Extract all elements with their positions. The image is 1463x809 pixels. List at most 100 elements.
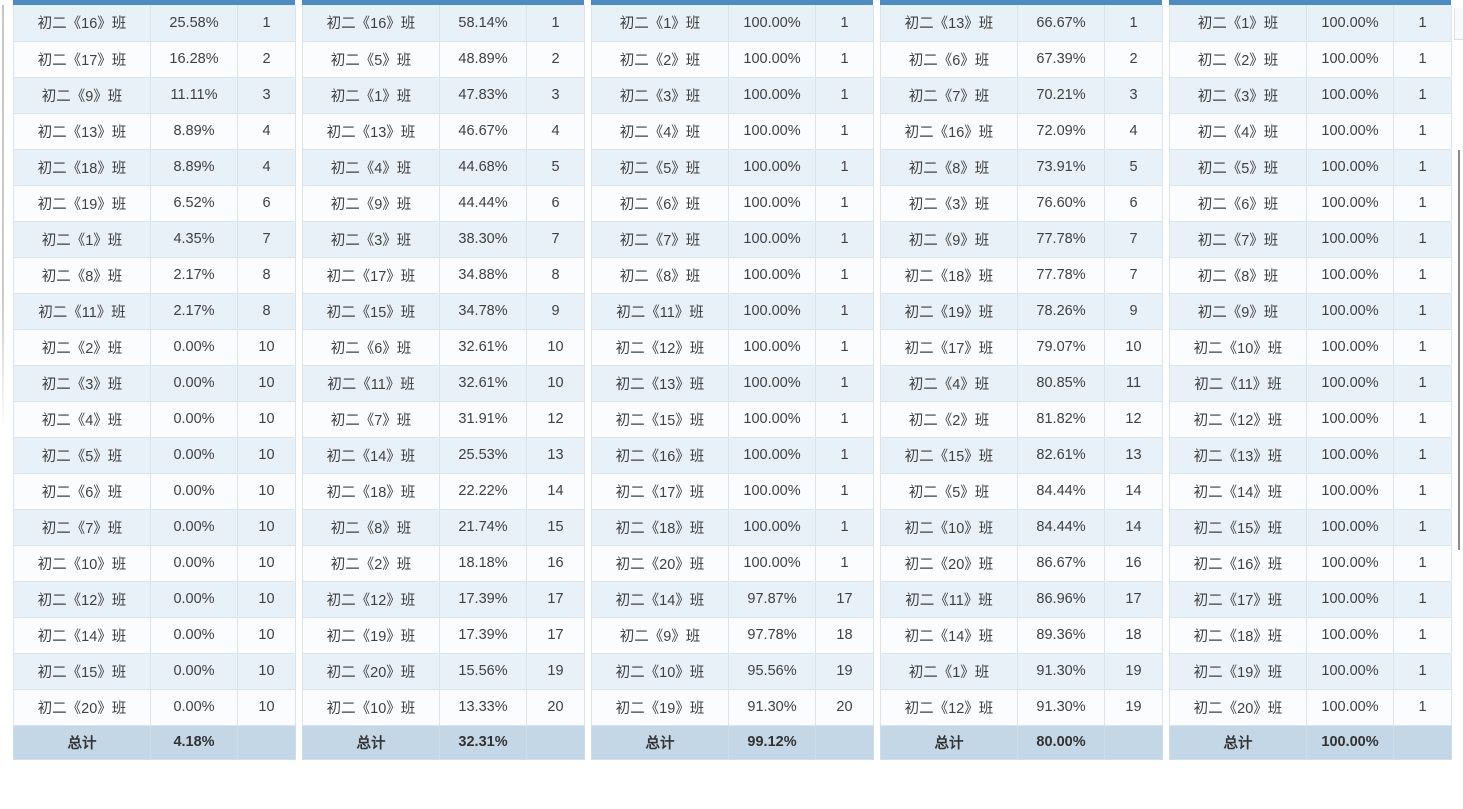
rank-cell: 12 xyxy=(1104,400,1163,438)
rank-cell: 1 xyxy=(1393,508,1452,546)
rank-cell: 1 xyxy=(1393,112,1452,150)
percent-cell: 100.00% xyxy=(728,40,816,78)
table-row: 初二《5》班 0.00% 10 xyxy=(13,436,296,474)
rank-cell: 18 xyxy=(815,616,874,654)
class-name-cell: 初二《15》班 xyxy=(1169,508,1307,546)
percent-cell: 25.53% xyxy=(439,436,527,474)
class-name-cell: 初二《10》班 xyxy=(880,508,1018,546)
table-row: 初二《4》班 100.00% 1 xyxy=(591,112,874,150)
rank-cell: 1 xyxy=(815,76,874,114)
percent-cell: 100.00% xyxy=(728,220,816,258)
table-row: 初二《15》班 82.61% 13 xyxy=(880,436,1163,474)
class-name-cell: 初二《15》班 xyxy=(880,436,1018,474)
percent-cell: 100.00% xyxy=(1306,544,1394,582)
class-name-cell: 初二《1》班 xyxy=(1169,5,1307,42)
table-row: 初二《11》班 2.17% 8 xyxy=(13,292,296,330)
percent-cell: 100.00% xyxy=(1306,508,1394,546)
rank-cell: 10 xyxy=(237,400,296,438)
right-clipped-panel-border xyxy=(1458,150,1460,550)
percent-cell: 22.22% xyxy=(439,472,527,510)
percent-cell: 16.28% xyxy=(150,40,238,78)
total-rank-cell-empty xyxy=(1393,724,1452,760)
table-row: 初二《9》班 97.78% 18 xyxy=(591,616,874,654)
class-name-cell: 初二《3》班 xyxy=(591,76,729,114)
rank-cell: 1 xyxy=(815,472,874,510)
table-row: 初二《18》班 100.00% 1 xyxy=(1169,616,1452,654)
table-row: 初二《9》班 11.11% 3 xyxy=(13,76,296,114)
percent-cell: 100.00% xyxy=(1306,364,1394,402)
rank-cell: 13 xyxy=(526,436,585,474)
class-name-cell: 初二《2》班 xyxy=(302,544,440,582)
percent-cell: 77.78% xyxy=(1017,220,1105,258)
rank-cell: 6 xyxy=(1104,184,1163,222)
total-percent-cell: 80.00% xyxy=(1017,724,1105,760)
class-name-cell: 初二《18》班 xyxy=(591,508,729,546)
class-name-cell: 初二《12》班 xyxy=(1169,400,1307,438)
percent-cell: 0.00% xyxy=(150,508,238,546)
table-row: 初二《4》班 44.68% 5 xyxy=(302,148,585,186)
class-name-cell: 初二《13》班 xyxy=(302,112,440,150)
rank-cell: 1 xyxy=(1104,5,1163,42)
class-name-cell: 初二《11》班 xyxy=(302,364,440,402)
percent-cell: 18.18% xyxy=(439,544,527,582)
percent-cell: 89.36% xyxy=(1017,616,1105,654)
table-row: 初二《19》班 100.00% 1 xyxy=(1169,652,1452,690)
class-rank-table: 初二《1》班 100.00% 1 初二《2》班 100.00% 1 初二《3》班 100.00… xyxy=(591,5,874,760)
rank-cell: 1 xyxy=(1393,364,1452,402)
total-percent-cell: 99.12% xyxy=(728,724,816,760)
class-name-cell: 初二《13》班 xyxy=(13,112,151,150)
class-name-cell: 初二《7》班 xyxy=(13,508,151,546)
class-name-cell: 初二《4》班 xyxy=(591,112,729,150)
percent-cell: 100.00% xyxy=(1306,184,1394,222)
table-row: 初二《7》班 31.91% 12 xyxy=(302,400,585,438)
class-name-cell: 初二《18》班 xyxy=(302,472,440,510)
rank-cell: 7 xyxy=(237,220,296,258)
table-row: 初二《19》班 6.52% 6 xyxy=(13,184,296,222)
class-name-cell: 初二《17》班 xyxy=(880,328,1018,366)
percent-cell: 4.35% xyxy=(150,220,238,258)
class-rank-table: 初二《1》班 100.00% 1 初二《2》班 100.00% 1 初二《3》班 100.00… xyxy=(1169,5,1452,760)
rank-table-1: 初二《16》班 25.58% 1 初二《17》班 16.28% 2 初二《9》班 11.11%… xyxy=(13,0,296,760)
rank-cell: 1 xyxy=(1393,184,1452,222)
table-row: 初二《11》班 32.61% 10 xyxy=(302,364,585,402)
rank-cell: 4 xyxy=(526,112,585,150)
table-row: 初二《18》班 77.78% 7 xyxy=(880,256,1163,294)
table-row: 初二《1》班 4.35% 7 xyxy=(13,220,296,258)
class-name-cell: 初二《20》班 xyxy=(13,688,151,726)
rank-cell: 7 xyxy=(526,220,585,258)
percent-cell: 73.91% xyxy=(1017,148,1105,186)
rank-cell: 1 xyxy=(1393,580,1452,618)
percent-cell: 66.67% xyxy=(1017,5,1105,42)
rank-cell: 1 xyxy=(1393,652,1452,690)
table-row: 初二《19》班 17.39% 17 xyxy=(302,616,585,654)
rank-cell: 5 xyxy=(526,148,585,186)
table-row: 初二《3》班 100.00% 1 xyxy=(591,76,874,114)
table-row: 初二《9》班 44.44% 6 xyxy=(302,184,585,222)
percent-cell: 34.78% xyxy=(439,292,527,330)
percent-cell: 76.60% xyxy=(1017,184,1105,222)
table-row: 初二《16》班 100.00% 1 xyxy=(1169,544,1452,582)
table-top-accent-bar xyxy=(13,0,295,5)
percent-cell: 100.00% xyxy=(728,184,816,222)
class-name-cell: 初二《17》班 xyxy=(13,40,151,78)
rank-cell: 10 xyxy=(237,508,296,546)
total-row: 总计 32.31% xyxy=(302,724,585,760)
table-row: 初二《2》班 0.00% 10 xyxy=(13,328,296,366)
percent-cell: 79.07% xyxy=(1017,328,1105,366)
table-row: 初二《17》班 79.07% 10 xyxy=(880,328,1163,366)
class-name-cell: 初二《3》班 xyxy=(302,220,440,258)
class-name-cell: 初二《19》班 xyxy=(880,292,1018,330)
percent-cell: 0.00% xyxy=(150,364,238,402)
percent-cell: 100.00% xyxy=(1306,400,1394,438)
class-name-cell: 初二《11》班 xyxy=(591,292,729,330)
total-label-cell: 总计 xyxy=(1169,724,1307,760)
class-name-cell: 初二《7》班 xyxy=(1169,220,1307,258)
class-name-cell: 初二《1》班 xyxy=(13,220,151,258)
table-row: 初二《5》班 84.44% 14 xyxy=(880,472,1163,510)
percent-cell: 84.44% xyxy=(1017,472,1105,510)
table-row: 初二《7》班 0.00% 10 xyxy=(13,508,296,546)
rank-cell: 10 xyxy=(237,688,296,726)
rank-cell: 1 xyxy=(815,148,874,186)
class-name-cell: 初二《9》班 xyxy=(880,220,1018,258)
total-label-cell: 总计 xyxy=(302,724,440,760)
